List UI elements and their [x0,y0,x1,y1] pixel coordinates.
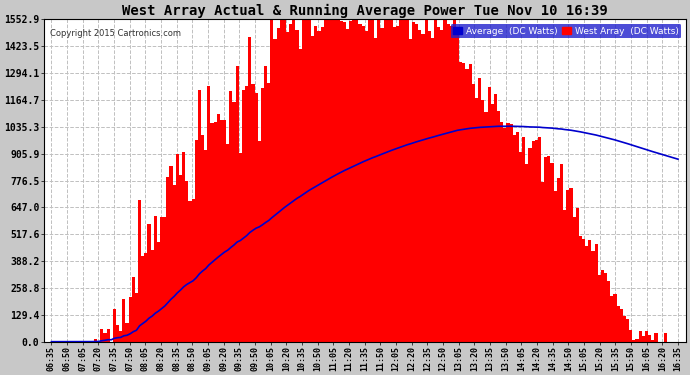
Legend: Average  (DC Watts), West Array  (DC Watts): Average (DC Watts), West Array (DC Watts… [451,24,681,38]
Text: Copyright 2015 Cartronics.com: Copyright 2015 Cartronics.com [50,29,181,38]
Title: West Array Actual & Running Average Power Tue Nov 10 16:39: West Array Actual & Running Average Powe… [122,4,608,18]
